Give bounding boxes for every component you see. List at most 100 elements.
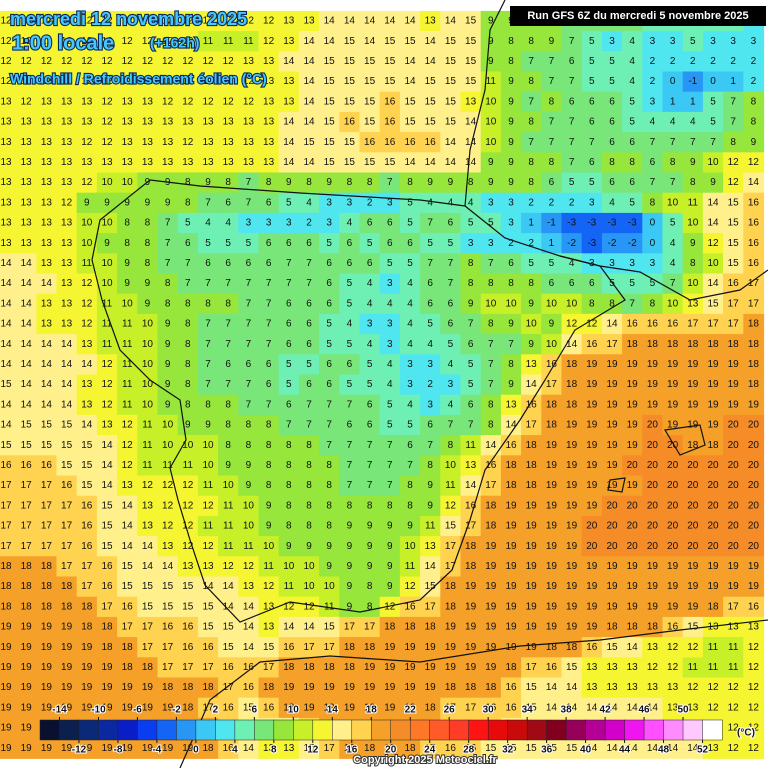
grid-value: 20 [687, 480, 699, 491]
grid-value: 16 [263, 702, 275, 713]
grid-value: 18 [707, 601, 719, 612]
grid-cell [601, 51, 623, 73]
grid-value: 14 [21, 359, 33, 370]
grid-value: 18 [283, 662, 295, 673]
grid-cell [76, 596, 98, 618]
grid-value: 6 [225, 258, 231, 269]
grid-value: 15 [526, 743, 538, 754]
grid-value: 15 [223, 622, 235, 633]
grid-value: 18 [465, 541, 477, 552]
grid-value: 15 [41, 440, 53, 451]
grid-cell [682, 414, 704, 436]
grid-value: 15 [81, 480, 93, 491]
grid-value: 10 [505, 298, 517, 309]
grid-value: 8 [286, 460, 292, 471]
grid-value: 12 [162, 96, 174, 107]
grid-cell [379, 111, 401, 133]
grid-cell [702, 414, 724, 436]
grid-cell [319, 738, 340, 759]
grid-cell [642, 253, 664, 275]
grid-value: 17 [0, 521, 12, 532]
grid-cell [36, 293, 58, 315]
grid-value: 9 [104, 197, 110, 208]
grid-value: 2 [730, 56, 736, 67]
grid-value: 19 [0, 642, 12, 653]
grid-cell [96, 495, 118, 517]
grid-cell [76, 455, 98, 477]
grid-cell [682, 677, 704, 699]
grid-cell [460, 697, 482, 719]
grid-value: 12 [687, 642, 699, 653]
grid-cell [642, 556, 664, 578]
grid-value: 6 [387, 238, 393, 249]
grid-value: 12 [263, 581, 275, 592]
grid-cell [581, 697, 603, 719]
grid-cell [96, 475, 118, 497]
grid-value: 3 [407, 379, 413, 390]
grid-value: 8 [367, 601, 373, 612]
grid-cell [541, 414, 563, 436]
grid-value: 10 [445, 460, 457, 471]
grid-value: 19 [162, 702, 174, 713]
grid-cell [319, 172, 340, 194]
grid-value: 6 [225, 197, 231, 208]
grid-cell [177, 172, 199, 194]
grid-cell [480, 212, 502, 234]
grid-cell [541, 212, 563, 234]
grid-value: 5 [367, 238, 373, 249]
legend-swatch [624, 719, 645, 741]
grid-value: 6 [286, 339, 292, 350]
grid-value: 19 [667, 359, 679, 370]
grid-value: 14 [425, 56, 437, 67]
grid-value: 19 [586, 359, 598, 370]
grid-value: 19 [526, 541, 538, 552]
grid-cell [76, 495, 98, 517]
grid-cell [440, 637, 462, 658]
grid-cell [197, 354, 219, 376]
grid-value: 8 [124, 238, 130, 249]
grid-cell [117, 71, 138, 93]
grid-value: 6 [347, 258, 353, 269]
grid-cell [682, 111, 704, 133]
grid-cell [177, 273, 199, 295]
grid-value: 15 [728, 218, 740, 229]
grid-cell [319, 697, 340, 719]
grid-cell [723, 273, 744, 295]
grid-cell [420, 71, 441, 93]
grid-cell [157, 91, 179, 113]
grid-cell [76, 91, 98, 113]
grid-cell [440, 313, 462, 335]
grid-cell [521, 334, 542, 355]
grid-cell [56, 71, 78, 93]
grid-value: 18 [324, 662, 336, 673]
coastlines [91, 0, 768, 768]
grid-value: 9 [367, 521, 373, 532]
grid-cell [278, 132, 300, 153]
grid-value: 19 [41, 622, 53, 633]
grid-value: 5 [589, 76, 595, 87]
grid-value: 3 [589, 197, 595, 208]
grid-value: 12 [101, 96, 113, 107]
grid-value: 19 [61, 662, 73, 673]
grid-value: 17 [344, 622, 356, 633]
grid-value: 19 [344, 682, 356, 693]
grid-value: 12 [142, 480, 154, 491]
grid-cell [0, 515, 17, 537]
grid-value: 20 [647, 541, 659, 552]
grid-value: 19 [586, 440, 598, 451]
grid-value: 8 [670, 157, 676, 168]
grid-value: 15 [344, 137, 356, 148]
grid-value: 12 [122, 36, 134, 47]
grid-cell [16, 233, 37, 254]
grid-value: 19 [465, 601, 477, 612]
grid-value: 6 [427, 420, 433, 431]
grid-cell [581, 152, 603, 174]
grid-cell [36, 273, 58, 295]
grid-cell [96, 91, 118, 113]
grid-value: 5 [347, 339, 353, 350]
grid-cell [197, 657, 219, 679]
grid-cell [662, 738, 684, 759]
grid-value: 5 [629, 117, 635, 128]
grid-value: 16 [202, 642, 214, 653]
grid-cell [723, 657, 744, 679]
